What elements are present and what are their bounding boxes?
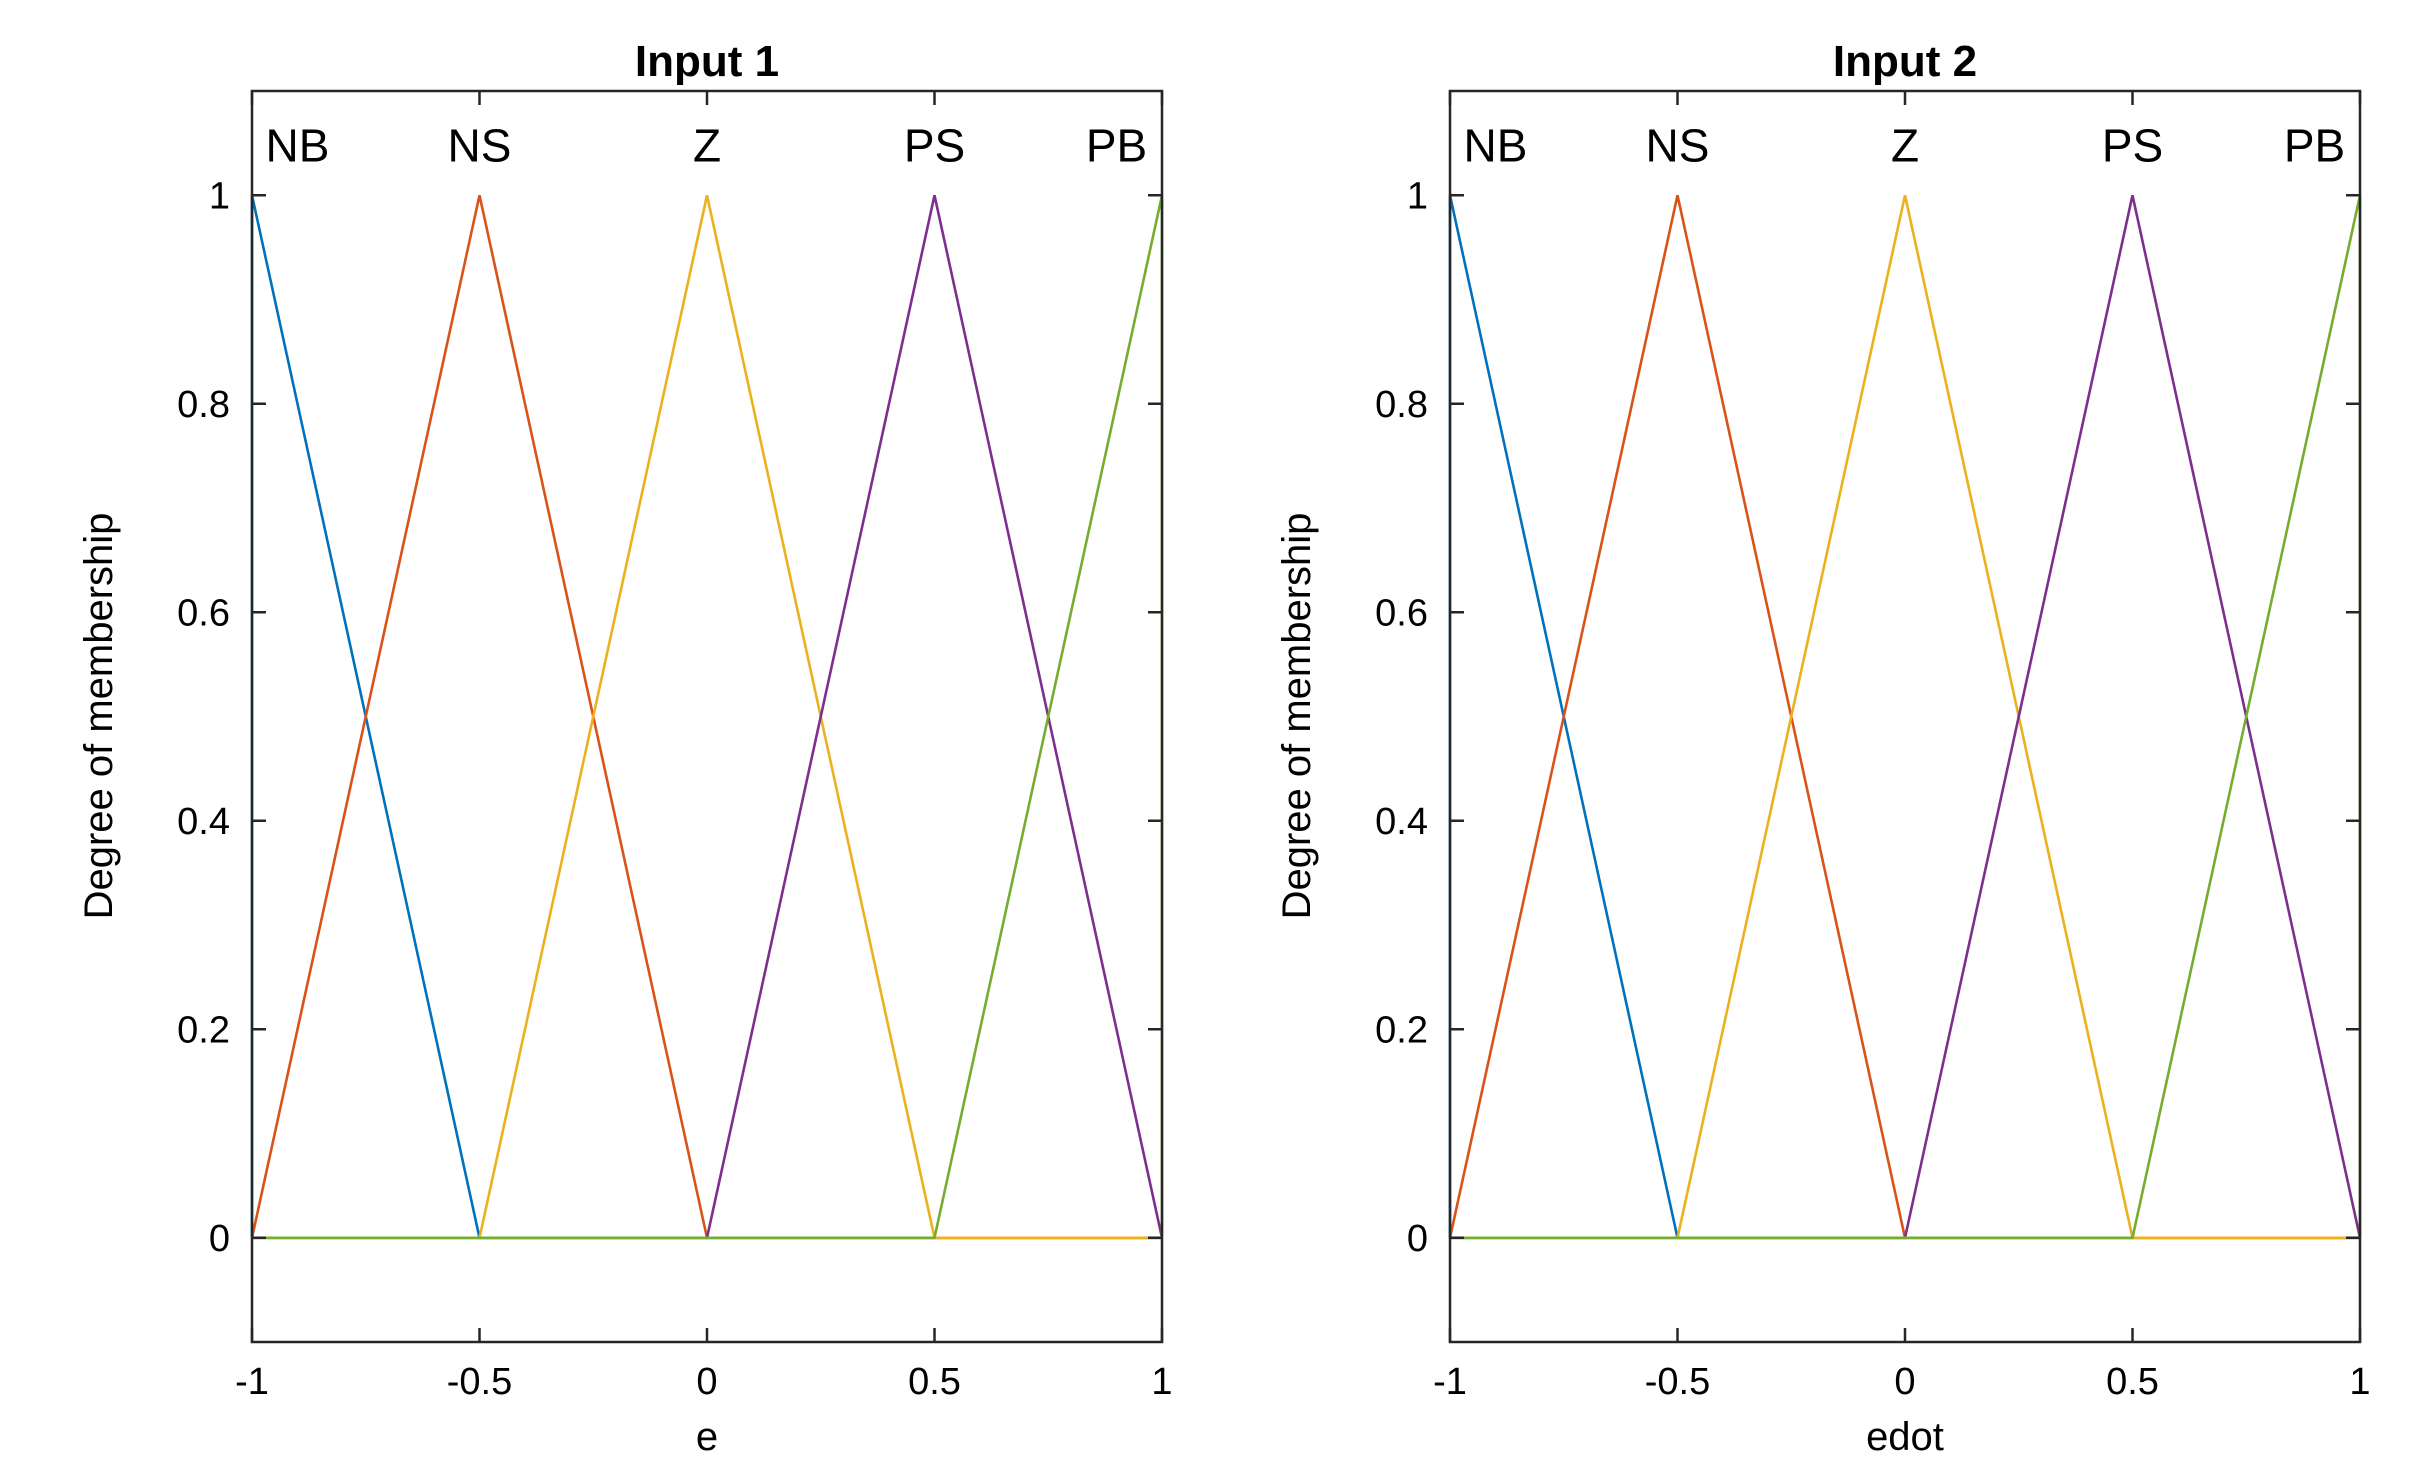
y-tick-label: 1 bbox=[209, 175, 230, 217]
x-tick-label: -1 bbox=[235, 1361, 269, 1403]
tick-group: -1 -0.5 0 0.5 1 0 0.2 0.4 0.6 0.8 1 bbox=[177, 91, 1173, 1403]
mf-label-ps: PS bbox=[904, 119, 965, 171]
mf-label-z: Z bbox=[1891, 119, 1919, 171]
membership-labels: NB NS Z PS PB bbox=[1464, 119, 2346, 171]
mf-label-ns: NS bbox=[448, 119, 512, 171]
x-tick-label: -0.5 bbox=[447, 1361, 512, 1403]
y-axis-label: Degree of membership bbox=[77, 513, 121, 920]
x-tick-label: 1 bbox=[2349, 1361, 2370, 1403]
chart-input-2: Input 2 -1 -0.5 0 0.5 1 0 0.2 0.4 0.6 0.8 1 NB NS Z P… bbox=[1275, 37, 2371, 1459]
y-tick-label: 0 bbox=[1407, 1218, 1428, 1260]
y-tick-label: 0.4 bbox=[177, 801, 230, 843]
y-tick-label: 0.2 bbox=[1375, 1009, 1428, 1051]
membership-labels: NB NS Z PS PB bbox=[266, 119, 1148, 171]
x-tick-label: 0.5 bbox=[908, 1361, 961, 1403]
y-tick-label: 0.8 bbox=[177, 384, 230, 426]
y-tick-label: 0.6 bbox=[1375, 592, 1428, 634]
chart-input-1: Input 1 -1 -0.5 0 0.5 1 0 0.2 0.4 0.6 0.8 1 NB NS Z P… bbox=[77, 37, 1173, 1459]
mf-label-z: Z bbox=[693, 119, 721, 171]
x-tick-label: -0.5 bbox=[1645, 1361, 1710, 1403]
tick-group: -1 -0.5 0 0.5 1 0 0.2 0.4 0.6 0.8 1 bbox=[1375, 91, 2371, 1403]
mf-label-pb: PB bbox=[1086, 119, 1147, 171]
x-tick-label: 0.5 bbox=[2106, 1361, 2159, 1403]
x-tick-label: -1 bbox=[1433, 1361, 1467, 1403]
chart-title: Input 2 bbox=[1833, 37, 1977, 86]
chart-title: Input 1 bbox=[635, 37, 779, 86]
mf-label-nb: NB bbox=[266, 119, 330, 171]
mf-label-pb: PB bbox=[2284, 119, 2345, 171]
y-tick-label: 0.4 bbox=[1375, 801, 1428, 843]
mf-label-ns: NS bbox=[1646, 119, 1710, 171]
y-tick-label: 0.2 bbox=[177, 1009, 230, 1051]
y-tick-label: 0 bbox=[209, 1218, 230, 1260]
x-tick-label: 0 bbox=[696, 1361, 717, 1403]
y-tick-label: 0.6 bbox=[177, 592, 230, 634]
mf-label-nb: NB bbox=[1464, 119, 1528, 171]
y-tick-label: 1 bbox=[1407, 175, 1428, 217]
x-tick-label: 0 bbox=[1894, 1361, 1915, 1403]
x-tick-label: 1 bbox=[1151, 1361, 1172, 1403]
x-axis-label: edot bbox=[1866, 1415, 1944, 1459]
y-axis-label: Degree of membership bbox=[1275, 513, 1319, 920]
y-tick-label: 0.8 bbox=[1375, 384, 1428, 426]
x-axis-label: e bbox=[696, 1415, 718, 1459]
mf-label-ps: PS bbox=[2102, 119, 2163, 171]
